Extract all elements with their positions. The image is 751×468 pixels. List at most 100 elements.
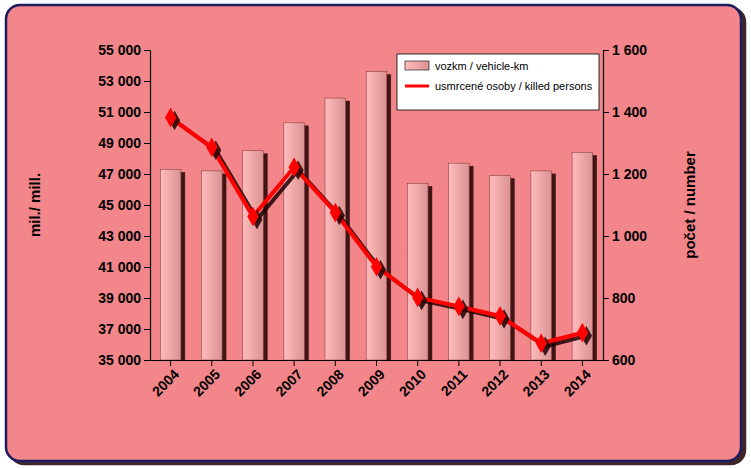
tick-mark: [144, 360, 150, 361]
tick-label: 53 000: [98, 73, 141, 89]
tick-label: 51 000: [98, 104, 141, 120]
tick-label: 2012: [478, 366, 511, 399]
axis-title: počet / number: [681, 151, 698, 259]
tick-mark: [603, 360, 609, 361]
tick-label: 43 000: [98, 228, 141, 244]
tick: 2004: [149, 360, 182, 399]
tick-label: 600: [612, 352, 636, 368]
legend-swatch: [405, 61, 429, 70]
tick-label: 41 000: [98, 259, 141, 275]
tick-label: 35 000: [98, 352, 141, 368]
tick-label: 49 000: [98, 135, 141, 151]
tick: 35 000: [98, 352, 150, 368]
bar: [531, 171, 552, 360]
tick-mark: [252, 360, 253, 366]
tick-label: 2007: [272, 366, 305, 399]
tick-label: 2004: [149, 366, 182, 399]
tick: 49 000: [98, 135, 150, 151]
tick-label: 800: [612, 290, 636, 306]
legend-label: vozkm / vehicle-km: [435, 60, 529, 72]
tick: 2007: [272, 360, 305, 399]
tick-mark: [144, 174, 150, 175]
bar: [572, 152, 593, 360]
tick: 2009: [355, 360, 388, 399]
tick-mark: [500, 360, 501, 366]
tick: 55 000: [98, 42, 150, 58]
tick-mark: [603, 298, 609, 299]
tick: 1 000: [603, 228, 647, 244]
tick-mark: [603, 50, 609, 51]
tick-mark: [603, 112, 609, 113]
tick-mark: [144, 112, 150, 113]
tick-mark: [417, 360, 418, 366]
marker: [247, 207, 258, 227]
tick: 2014: [561, 360, 594, 399]
tick-mark: [603, 174, 609, 175]
tick-mark: [376, 360, 377, 366]
tick: 2012: [478, 360, 511, 399]
axis-line: [603, 51, 604, 361]
tick-mark: [144, 236, 150, 237]
tick-label: 2008: [313, 366, 346, 399]
tick-mark: [144, 267, 150, 268]
marker: [165, 108, 176, 128]
axis-line: [150, 51, 151, 361]
marker: [289, 157, 300, 177]
tick-label: 2010: [396, 366, 429, 399]
tick-label: 45 000: [98, 197, 141, 213]
tick: 1 400: [603, 104, 647, 120]
tick: 39 000: [98, 290, 150, 306]
marker: [494, 306, 505, 326]
bar: [449, 163, 470, 360]
chart: 35 00037 00039 00041 00043 00045 00047 0…: [0, 0, 751, 468]
bar: [366, 72, 387, 360]
tick: 2013: [519, 360, 552, 399]
tick: 45 000: [98, 197, 150, 213]
legend-item: vozkm / vehicle-km: [405, 60, 529, 72]
tick-mark: [211, 360, 212, 366]
tick-label: 2005: [190, 366, 223, 399]
tick: 600: [603, 352, 636, 368]
legend-label: usmrcené osoby / killed persons: [435, 80, 593, 92]
tick-mark: [144, 143, 150, 144]
tick-mark: [144, 50, 150, 51]
tick: 2006: [231, 360, 264, 399]
marker: [536, 334, 547, 354]
tick-label: 2009: [355, 366, 388, 399]
bar: [201, 171, 222, 360]
x-axis: 20042005200620072008 20092010 201120122013…: [149, 360, 604, 399]
axis-title: mil./ mill.: [26, 173, 43, 237]
y2-axis: 6008001 0001 2001 4001 600: [603, 42, 647, 368]
tick-label: 1 000: [612, 228, 647, 244]
tick-label: 2014: [561, 366, 594, 399]
tick-label: 2011: [438, 366, 471, 399]
marker: [412, 288, 423, 308]
tick-label: 2013: [519, 366, 552, 399]
tick: 43 000: [98, 228, 150, 244]
bar: [243, 151, 264, 360]
bar: [490, 176, 511, 360]
legend: vozkm / vehicle-km usmrcené osoby / kille…: [397, 54, 599, 110]
tick-label: 1 600: [612, 42, 647, 58]
tick-mark: [582, 360, 583, 366]
tick-mark: [170, 360, 171, 366]
tick-mark: [458, 360, 459, 366]
legend-item: usmrcené osoby / killed persons: [405, 80, 593, 92]
legend-swatch: [405, 85, 429, 88]
tick: 51 000: [98, 104, 150, 120]
tick-mark: [335, 360, 336, 366]
bar: [407, 183, 428, 360]
tick-mark: [144, 205, 150, 206]
tick-mark: [603, 236, 609, 237]
bar: [160, 169, 181, 360]
tick: 2011: [438, 360, 471, 399]
tick-label: 55 000: [98, 42, 141, 58]
marker: [206, 138, 217, 158]
tick: 53 000: [98, 73, 150, 89]
tick-label: 37 000: [98, 321, 141, 337]
tick: 41 000: [98, 259, 150, 275]
tick-mark: [294, 360, 295, 366]
marker: [330, 203, 341, 223]
tick: 2008: [313, 360, 346, 399]
legend-box: [397, 54, 599, 110]
